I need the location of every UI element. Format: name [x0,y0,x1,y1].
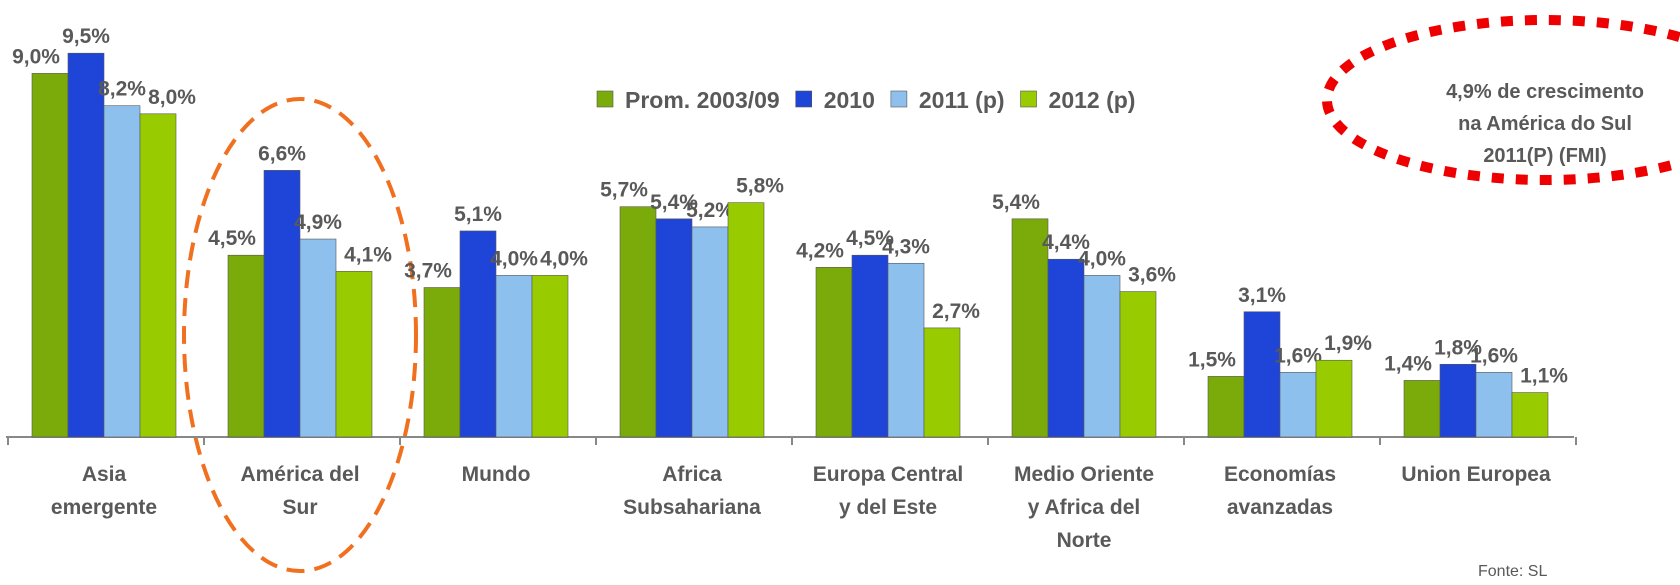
bar [1243,311,1281,438]
x-tick-label: Medio Oriente y Africa del Norte [1014,463,1154,552]
x-tick-label: Economías avanzadas [1224,463,1336,519]
bar [459,230,497,438]
value-label: 5,1% [454,203,502,226]
value-label: 9,0% [12,45,60,68]
legend-label: 2011 (p) [919,87,1005,113]
bar [655,218,693,438]
value-label: 1,1% [1520,365,1568,388]
bar [1475,372,1513,438]
bar [887,262,925,438]
bar [103,105,141,438]
value-label: 1,6% [1470,344,1518,367]
bar [1511,392,1549,438]
value-label: 8,0% [148,86,196,109]
legend-label: Prom. 2003/09 [625,87,780,113]
value-label: 4,1% [344,243,392,266]
bar [851,254,889,438]
annotation: na América do Sul [1458,113,1632,135]
value-label: 4,5% [208,227,256,250]
bar [495,275,533,438]
value-label: 4,0% [540,247,588,270]
value-label: 4,3% [882,235,930,258]
bar [1083,275,1121,438]
bar [139,113,177,438]
x-tick-label: América del Sur [240,463,359,519]
value-label: 5,4% [650,191,698,214]
bar [691,226,729,438]
value-label: 4,9% [294,211,342,234]
x-tick-label: Europa Central y del Este [813,463,964,519]
highlight-ellipse [182,97,418,573]
bar [263,170,301,438]
value-label: 1,8% [1434,336,1482,359]
bar [423,287,461,438]
value-label: 8,2% [98,78,146,101]
value-label: 1,6% [1274,344,1322,367]
bar [1403,380,1441,438]
annotation: 2011(P) (FMI) [1483,145,1606,167]
value-label: 5,7% [600,179,648,202]
bar [227,254,265,438]
value-label: 5,2% [686,199,734,222]
value-label: 4,4% [1042,231,1090,254]
legend-swatch [1020,90,1037,108]
value-label: 4,0% [1078,247,1126,270]
x-tick-label: Union Europea [1401,463,1551,486]
bar [1119,291,1157,438]
legend-label: 2012 (p) [1049,87,1136,113]
bar [923,327,961,438]
bar [1279,372,1317,438]
value-label: 3,1% [1238,284,1286,307]
bar [31,73,69,438]
legend-label: 2010 [824,87,875,113]
x-tick-label: Mundo [462,463,531,486]
value-label: 4,0% [490,247,538,270]
annotation: 4,9% de crescimento [1446,81,1644,103]
value-label: 5,8% [736,175,784,198]
bar [1207,376,1245,438]
legend-swatch [596,90,614,108]
value-label: 5,4% [992,191,1040,214]
x-tick-label: Africa Subsahariana [623,463,761,519]
value-label: 1,9% [1324,332,1372,355]
bar [335,271,373,438]
bar [1439,363,1477,438]
value-label: 4,2% [796,239,844,262]
annotation-ellipse [1322,15,1680,185]
value-label: 6,6% [258,142,306,165]
value-label: 3,6% [1128,264,1176,287]
bar [619,206,657,438]
bar [531,275,569,438]
value-label: 1,4% [1384,352,1432,375]
bar [1047,258,1085,438]
bar [727,202,765,438]
bar [1315,359,1353,438]
value-label: 4,5% [846,227,894,250]
value-label: 1,5% [1188,348,1236,371]
legend-swatch [890,90,908,108]
legend-swatch [795,90,813,108]
bar [299,238,337,438]
value-label: 9,5% [62,25,110,48]
bar [815,267,853,438]
bar [1011,218,1049,438]
value-label: 2,7% [932,300,980,323]
source: Fonte: SL [1478,563,1547,580]
x-tick-label: Asia emergente [51,463,157,519]
value-label: 3,7% [404,260,452,283]
bar [67,52,105,438]
